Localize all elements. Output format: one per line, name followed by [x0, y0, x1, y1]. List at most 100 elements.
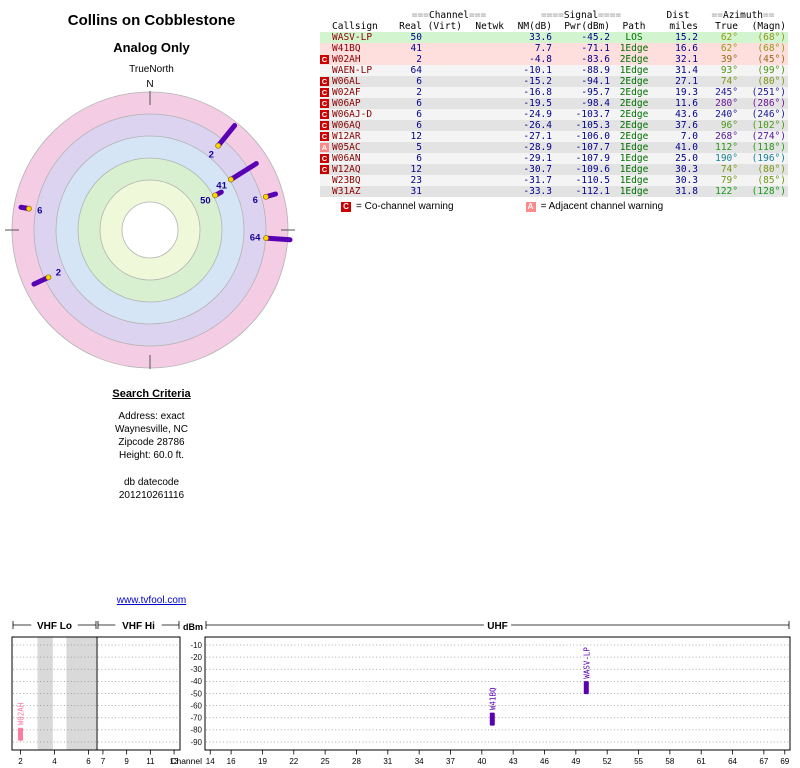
- warning-cell: C: [320, 76, 332, 87]
- search-criteria-heading: Search Criteria: [112, 388, 191, 400]
- cell-miles: 11.6: [675, 98, 698, 109]
- channel-tick-label: 22: [289, 757, 298, 766]
- radar-marker: [215, 123, 238, 149]
- cell-true: 79°: [720, 175, 738, 186]
- group-header-cell: ==Azimuth==: [700, 10, 788, 21]
- below-scale-band: [37, 637, 53, 750]
- cell-callsign: W31AZ: [332, 186, 361, 197]
- header-decoration: ==: [711, 10, 723, 21]
- channel-axis-label: Channel: [170, 756, 202, 766]
- cell-true: 190°: [715, 153, 738, 164]
- channel-tick-label: 6: [86, 757, 91, 766]
- cell-path: 2Edge: [619, 131, 649, 142]
- cell-real: 23: [410, 175, 422, 186]
- link-row: www.tvfool.com: [0, 590, 303, 608]
- cell-nm: -19.5: [523, 98, 552, 109]
- column-header-nmdb: NM(dB): [517, 21, 552, 32]
- radar-marker-origin-dot: [212, 192, 219, 199]
- tvfool-link[interactable]: www.tvfool.com: [116, 595, 187, 606]
- cell-callsign: W02AF: [332, 87, 361, 98]
- dbm-axis-label: dBm: [183, 622, 203, 632]
- cell-callsign: W41BQ: [332, 43, 361, 54]
- cell-real: 41: [410, 43, 422, 54]
- cell-path: 2Edge: [619, 98, 649, 109]
- co-channel-warning-badge: C: [320, 110, 329, 119]
- header-decoration: ===: [411, 10, 429, 21]
- cell-nm: 33.6: [529, 32, 552, 43]
- cell-real: 6: [416, 98, 422, 109]
- cell-true: 96°: [720, 120, 738, 131]
- co-channel-warning-badge: C: [320, 88, 329, 97]
- cell-path: 1Edge: [619, 175, 649, 186]
- channel-tick-label: 49: [571, 757, 580, 766]
- column-header-magn: (Magn): [751, 21, 786, 32]
- cell-path: 1Edge: [619, 164, 649, 175]
- cell-magn: (246°): [751, 109, 786, 120]
- radar-marker-origin-dot: [263, 235, 269, 242]
- cell-true: 62°: [720, 43, 738, 54]
- channel-tick-label: 7: [101, 757, 106, 766]
- table-row: C W12AQ 12 -30.7 -109.6 1Edge 30.3 74° (80°): [320, 164, 788, 175]
- cell-magn: (251°): [751, 87, 786, 98]
- co-channel-warning-badge: C: [320, 165, 329, 174]
- cell-callsign: W06AQ: [332, 120, 361, 131]
- cell-magn: (99°): [757, 65, 786, 76]
- cell-path: 2Edge: [619, 120, 649, 131]
- column-header-miles: miles: [669, 21, 698, 32]
- report-title: Collins on Cobblestone: [67, 12, 236, 29]
- table-row: C W12AR 12 -27.1 -106.0 2Edge 7.0 268° (274°): [320, 131, 788, 142]
- cell-pwr: -95.7: [581, 87, 610, 98]
- cell-real: 50: [410, 32, 422, 43]
- table-row: C W06AJ-D 6 -24.9 -103.7 2Edge 43.6 240° (246°): [320, 109, 788, 120]
- cell-miles: 7.0: [680, 131, 698, 142]
- cell-true: 62°: [720, 32, 738, 43]
- cell-path: 2Edge: [619, 54, 649, 65]
- y-axis-tick-label: -40: [190, 677, 202, 686]
- table-row: W31AZ 31 -33.3 -112.1 1Edge 31.8 122° (128°): [320, 186, 788, 197]
- warning-cell: A: [320, 142, 332, 153]
- cell-real: 2: [416, 87, 422, 98]
- cell-magn: (68°): [757, 43, 786, 54]
- cell-miles: 25.0: [675, 153, 698, 164]
- cell-callsign: W06AN: [332, 153, 361, 164]
- channel-tick-label: 58: [665, 757, 674, 766]
- warning-cell: C: [320, 131, 332, 142]
- cell-path: 2Edge: [619, 87, 649, 98]
- cell-pwr: -103.7: [575, 109, 610, 120]
- warning-cell: C: [320, 54, 332, 65]
- co-channel-warning-badge: C: [320, 154, 329, 163]
- legend-adjacent-text: = Adjacent channel warning: [540, 201, 664, 212]
- radar-center: [121, 201, 179, 259]
- cell-true: 74°: [720, 76, 738, 87]
- cell-real: 2: [416, 54, 422, 65]
- radar-channel-label: 6: [253, 195, 258, 206]
- table-row: WAEN-LP 64 -10.1 -88.9 1Edge 31.4 93° (99°): [320, 65, 788, 76]
- cell-callsign: W06AJ-D: [332, 109, 373, 120]
- legend-co-channel: C = Co-channel warning: [341, 201, 454, 212]
- cell-path: 1Edge: [619, 142, 649, 153]
- cell-magn: (85°): [757, 175, 786, 186]
- db-datecode-value: 201210261116: [118, 490, 185, 501]
- cell-true: 245°: [715, 87, 738, 98]
- table-row: C W06AL 6 -15.2 -94.1 2Edge 27.1 74° (80°): [320, 76, 788, 87]
- radar-marker-origin-dot: [26, 205, 32, 212]
- channel-tick-label: 28: [352, 757, 361, 766]
- cell-miles: 41.0: [675, 142, 698, 153]
- cell-nm: -16.8: [523, 87, 552, 98]
- cell-miles: 15.2: [675, 32, 698, 43]
- cell-pwr: -45.2: [581, 32, 610, 43]
- co-channel-warning-badge: C: [320, 55, 329, 64]
- cell-pwr: -107.7: [575, 142, 610, 153]
- cell-real: 12: [410, 164, 422, 175]
- cell-callsign: WAEN-LP: [332, 65, 373, 76]
- cell-pwr: -107.9: [575, 153, 610, 164]
- cell-nm: -10.1: [523, 65, 552, 76]
- signal-level-chart: -10 -20 -30 -40 -50 -60 -70 -80 -90 W02AH W41BQ WAS…: [11, 621, 791, 766]
- y-axis-tick-label: -20: [190, 653, 202, 662]
- radar-channel-label: 64: [250, 232, 261, 243]
- channel-tick-label: 37: [446, 757, 455, 766]
- cell-pwr: -94.1: [581, 76, 610, 87]
- table-row: C W06AQ 6 -26.4 -105.3 2Edge 37.6 96° (102°): [320, 120, 788, 131]
- uhf-section-label: UHF: [487, 621, 508, 632]
- column-header-real: Real: [399, 21, 422, 32]
